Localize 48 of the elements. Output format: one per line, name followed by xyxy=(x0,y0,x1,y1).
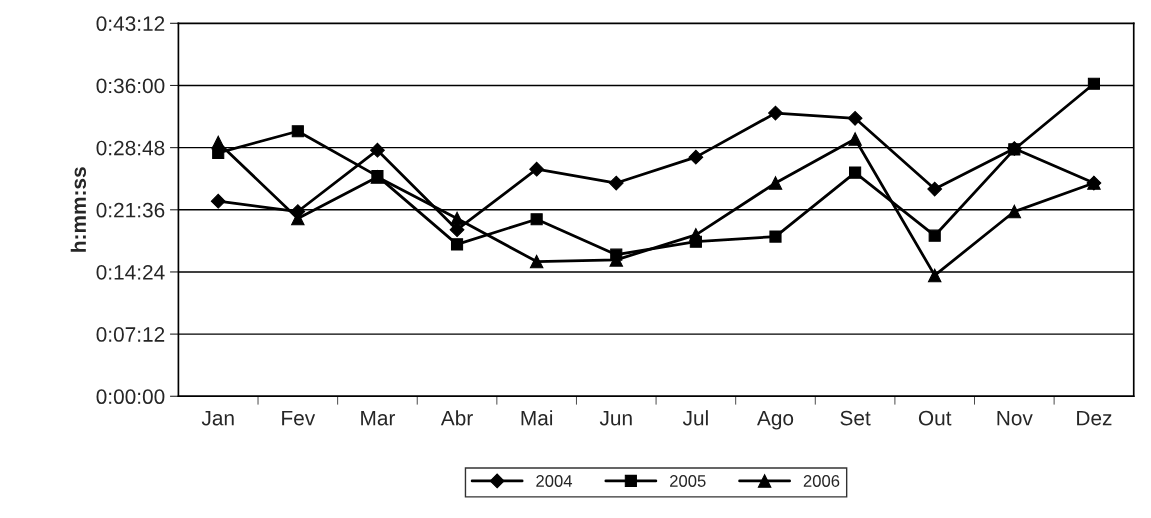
legend-label: 2006 xyxy=(803,475,840,487)
point xyxy=(370,142,385,158)
point xyxy=(450,238,464,251)
point xyxy=(1007,204,1022,219)
point xyxy=(529,254,544,269)
y-tick-label: 0:14:24 xyxy=(96,264,165,280)
y-tick-label: 0:28:48 xyxy=(96,140,165,156)
point xyxy=(688,149,704,165)
point xyxy=(689,228,703,242)
x-tick-label: Jun xyxy=(599,410,632,426)
x-tick-label: Jan xyxy=(201,410,234,426)
x-tick-label: Set xyxy=(840,410,871,426)
x-tick-label: Dez xyxy=(1077,410,1112,426)
x-tick-label: Jul xyxy=(682,410,708,426)
x-tick-label: Out xyxy=(918,410,952,426)
point xyxy=(849,166,862,179)
point xyxy=(927,268,942,283)
point xyxy=(768,105,783,121)
x-tick-label: Nov xyxy=(997,410,1033,426)
x-tick-label: Mar xyxy=(361,410,396,426)
y-tick-label: 0:07:12 xyxy=(96,327,165,342)
point xyxy=(1087,77,1100,90)
point xyxy=(848,132,862,146)
point xyxy=(210,193,226,209)
y-tick-label: 0:43:12 xyxy=(96,16,165,32)
legend-label: 2005 xyxy=(670,475,706,487)
point xyxy=(450,211,464,226)
point xyxy=(291,125,304,138)
x-tick-label: Ago xyxy=(757,410,794,430)
point xyxy=(847,110,863,126)
y-tick-label: 0:00:00 xyxy=(96,389,165,405)
point xyxy=(927,181,943,197)
point xyxy=(211,135,225,150)
y-tick-label: 0:21:36 xyxy=(96,202,165,218)
x-tick-label: Abr xyxy=(440,410,473,426)
legend-label: 2004 xyxy=(536,475,573,487)
point xyxy=(1008,143,1021,156)
point xyxy=(769,230,782,243)
x-tick-label: Mai xyxy=(521,410,553,426)
point xyxy=(530,213,543,226)
point xyxy=(768,176,783,190)
y-tick-label: 0:36:00 xyxy=(96,78,165,94)
point xyxy=(529,161,545,177)
point xyxy=(608,175,624,191)
x-tick-label: Fev xyxy=(282,410,316,426)
point xyxy=(928,229,941,242)
y-axis-title: h:mm:ss xyxy=(70,167,87,252)
point xyxy=(449,222,465,238)
